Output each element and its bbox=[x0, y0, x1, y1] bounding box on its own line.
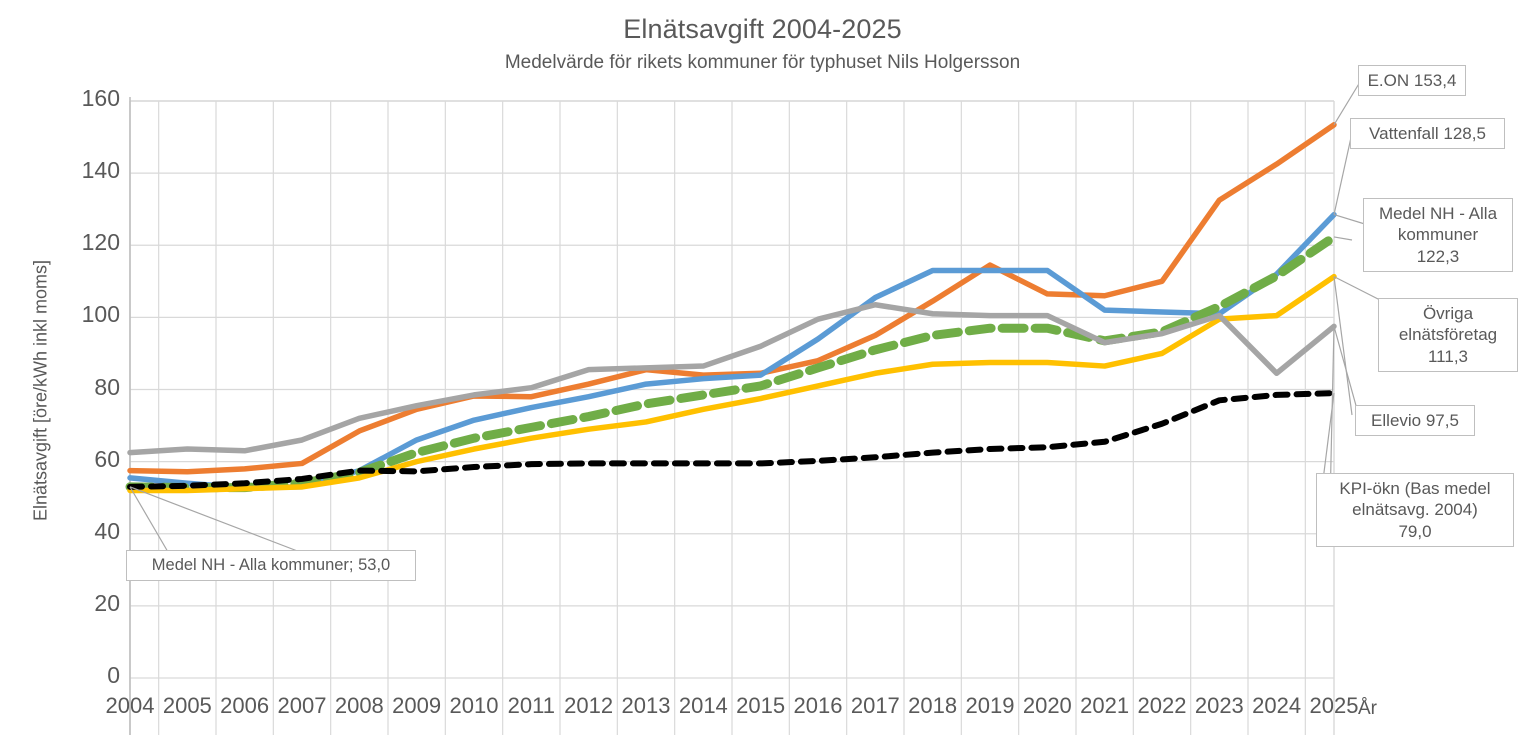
x-axis-tick-label: 2006 bbox=[220, 693, 270, 718]
y-axis-tick-label: 40 bbox=[94, 517, 120, 544]
y-axis-tick-label: 80 bbox=[94, 373, 120, 400]
series-line bbox=[127, 390, 1337, 490]
x-axis-tick-label: 2016 bbox=[793, 693, 843, 718]
y-axis-tick-labels: 160 140 120 100 80 60 40 20 0 bbox=[0, 0, 120, 735]
x-axis-tick-label: 2018 bbox=[908, 693, 958, 718]
callout-leader-line bbox=[1333, 276, 1381, 301]
x-axis-tick-label: 2021 bbox=[1080, 693, 1130, 718]
callout-vattenfall[interactable]: Vattenfall 128,5 bbox=[1350, 118, 1505, 150]
callout-leader-line bbox=[129, 486, 301, 553]
x-axis-tick-label: 2013 bbox=[621, 693, 671, 718]
x-axis-tick-label: 2019 bbox=[965, 693, 1015, 718]
y-axis-tick-label: 20 bbox=[94, 589, 120, 616]
x-axis-tick-label: 2022 bbox=[1137, 693, 1187, 718]
callout-ovriga[interactable]: Övriga elnätsföretag 111,3 bbox=[1378, 298, 1518, 372]
callout-leader-line bbox=[1333, 276, 1353, 416]
callout-leader-line bbox=[1333, 81, 1361, 126]
x-axis-tick-label: 2015 bbox=[736, 693, 786, 718]
x-axis-tick-label: 2009 bbox=[392, 693, 442, 718]
x-axis-tick-label: 2024 bbox=[1252, 693, 1302, 718]
y-axis-tick-label: 100 bbox=[81, 301, 120, 328]
callout-eon[interactable]: E.ON 153,4 bbox=[1358, 65, 1466, 97]
x-axis-tick-label: 2012 bbox=[564, 693, 614, 718]
x-axis-tick-label: 2008 bbox=[334, 693, 384, 718]
x-axis-tick-label: 2011 bbox=[507, 693, 555, 718]
callout-ellevio[interactable]: Ellevio 97,5 bbox=[1355, 405, 1475, 437]
y-axis-tick-label: 0 bbox=[107, 662, 120, 688]
callout-medel-nh-right[interactable]: Medel NH - Alla kommuner 122,3 bbox=[1363, 198, 1513, 272]
y-axis-tick-label: 140 bbox=[81, 157, 120, 184]
x-axis-tick-label: 2014 bbox=[678, 693, 728, 718]
x-axis-tick-label: 2005 bbox=[162, 693, 212, 718]
chart-subtitle: Medelvärde för rikets kommuner för typhu… bbox=[504, 52, 1021, 73]
y-axis-tick-label: 160 bbox=[81, 85, 120, 111]
callout-leader-line bbox=[1333, 132, 1353, 215]
callout-leader-line bbox=[1333, 236, 1353, 241]
x-axis-tick-label: 2017 bbox=[850, 693, 900, 718]
chart-title: Elnätsavgift 2004-2025 bbox=[623, 14, 902, 44]
x-axis-title: År bbox=[1358, 698, 1377, 719]
x-axis-tick-label: 2020 bbox=[1022, 693, 1072, 718]
series-line bbox=[127, 273, 1337, 494]
callout-kpi[interactable]: KPI-ökn (Bas medel elnätsavg. 2004) 79,0 bbox=[1316, 473, 1514, 547]
x-axis-tick-label: 2010 bbox=[449, 693, 499, 718]
callout-leader-line bbox=[129, 486, 169, 553]
callout-leader-line bbox=[1333, 326, 1361, 421]
callout-medel-nh-left[interactable]: Medel NH - Alla kommuner; 53,0 bbox=[126, 550, 416, 581]
y-axis-tick-label: 120 bbox=[81, 229, 120, 256]
callout-leader-line bbox=[1333, 214, 1369, 226]
x-axis-tick-label: 2007 bbox=[277, 693, 327, 718]
series-line bbox=[127, 302, 1337, 456]
x-axis-tick-label: 2023 bbox=[1194, 693, 1244, 718]
y-axis-tick-label: 60 bbox=[94, 445, 120, 472]
